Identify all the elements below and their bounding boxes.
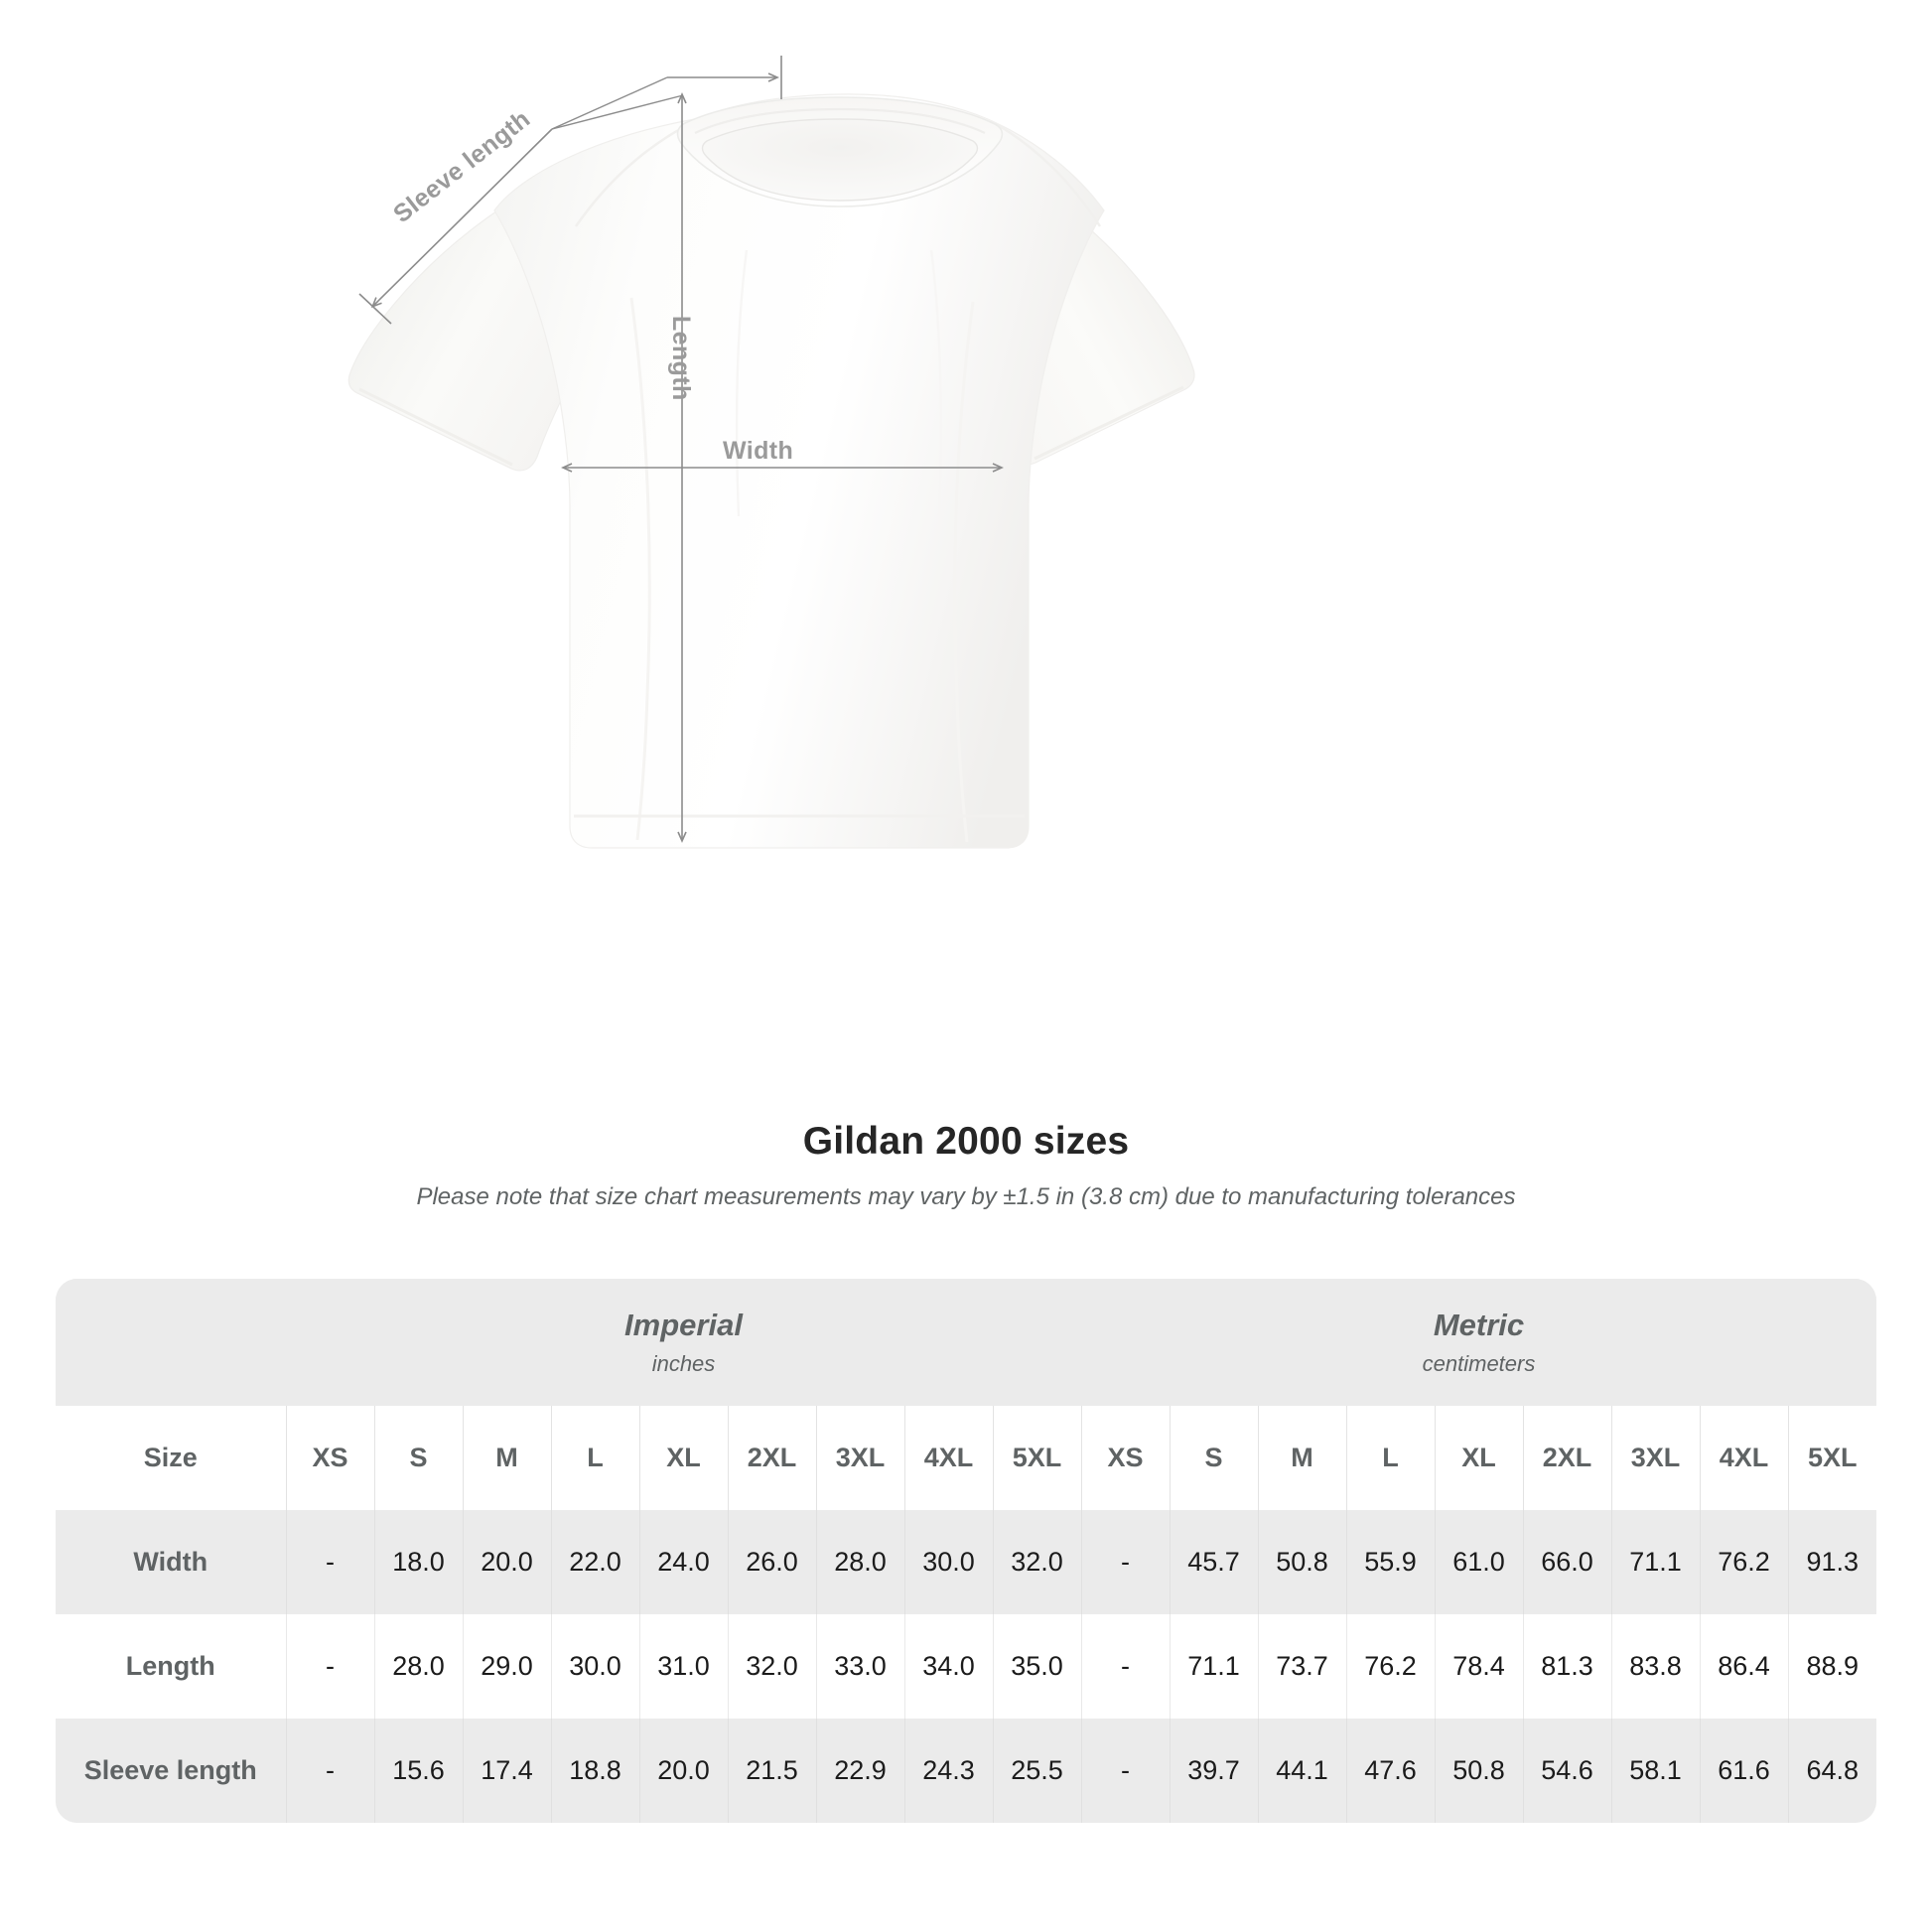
- cell-sleeve-imp-2: 17.4: [462, 1719, 551, 1823]
- cell-sleeve-imp-6: 22.9: [815, 1719, 904, 1823]
- cell-length-met-3: 76.2: [1345, 1614, 1435, 1719]
- cell-sleeve-met-5: 54.6: [1522, 1719, 1611, 1823]
- cell-sleeve-met-6: 58.1: [1610, 1719, 1700, 1823]
- page-title: Gildan 2000 sizes: [802, 1120, 1130, 1163]
- header-size-label: Size: [56, 1406, 286, 1510]
- header-size-met-0: XS: [1080, 1406, 1170, 1510]
- group-unit-imperial: inches: [651, 1350, 716, 1376]
- cell-sleeve-met-2: 44.1: [1257, 1719, 1346, 1823]
- row-label-sleeve-length: Sleeve length: [56, 1719, 286, 1823]
- cell-length-imp-2: 29.0: [462, 1614, 551, 1719]
- cell-length-met-4: 78.4: [1434, 1614, 1523, 1719]
- header-size-met-7: 4XL: [1699, 1406, 1788, 1510]
- cell-width-met-6: 71.1: [1610, 1510, 1700, 1614]
- cell-length-imp-0: -: [285, 1614, 374, 1719]
- cell-length-met-8: 88.9: [1787, 1614, 1876, 1719]
- cell-length-met-7: 86.4: [1699, 1614, 1788, 1719]
- cell-width-imp-5: 26.0: [727, 1510, 816, 1614]
- width-annotation-label: Width: [723, 437, 794, 465]
- cell-sleeve-imp-0: -: [285, 1719, 374, 1823]
- cell-width-met-3: 55.9: [1345, 1510, 1435, 1614]
- header-size-imp-4: XL: [638, 1406, 728, 1510]
- cell-sleeve-met-7: 61.6: [1699, 1719, 1788, 1823]
- header-size-met-5: 2XL: [1522, 1406, 1611, 1510]
- table-row: Sleeve length - 15.6 17.4 18.8 20.0 21.5…: [56, 1719, 1876, 1823]
- cell-sleeve-imp-1: 15.6: [373, 1719, 463, 1823]
- cell-sleeve-imp-5: 21.5: [727, 1719, 816, 1823]
- row-label-width: Width: [56, 1510, 286, 1614]
- cell-length-met-6: 83.8: [1610, 1614, 1700, 1719]
- cell-sleeve-met-1: 39.7: [1169, 1719, 1258, 1823]
- cell-length-met-2: 73.7: [1257, 1614, 1346, 1719]
- header-size-imp-7: 4XL: [903, 1406, 993, 1510]
- cell-width-imp-2: 20.0: [462, 1510, 551, 1614]
- header-size-met-6: 3XL: [1610, 1406, 1700, 1510]
- row-label-length: Length: [56, 1614, 286, 1719]
- cell-length-imp-6: 33.0: [815, 1614, 904, 1719]
- cell-sleeve-imp-7: 24.3: [903, 1719, 993, 1823]
- group-unit-metric: centimeters: [1422, 1350, 1536, 1376]
- header-size-imp-5: 2XL: [727, 1406, 816, 1510]
- header-size-met-3: L: [1345, 1406, 1435, 1510]
- group-header-spacer: [56, 1279, 286, 1406]
- tolerance-note: Please note that size chart measurements…: [416, 1183, 1516, 1210]
- cell-width-met-0: -: [1080, 1510, 1170, 1614]
- cell-length-imp-4: 31.0: [638, 1614, 728, 1719]
- cell-width-imp-1: 18.0: [373, 1510, 463, 1614]
- cell-width-met-1: 45.7: [1169, 1510, 1258, 1614]
- table-row: Length - 28.0 29.0 30.0 31.0 32.0 33.0 3…: [56, 1614, 1876, 1719]
- header-size-imp-2: M: [462, 1406, 551, 1510]
- cell-width-imp-8: 32.0: [992, 1510, 1081, 1614]
- cell-width-imp-6: 28.0: [815, 1510, 904, 1614]
- cell-width-met-4: 61.0: [1434, 1510, 1523, 1614]
- cell-width-imp-3: 22.0: [550, 1510, 639, 1614]
- cell-sleeve-imp-3: 18.8: [550, 1719, 639, 1823]
- cell-length-met-5: 81.3: [1522, 1614, 1611, 1719]
- title-block: Gildan 2000 sizes Please note that size …: [0, 1120, 1932, 1211]
- cell-sleeve-met-3: 47.6: [1345, 1719, 1435, 1823]
- group-name-imperial: Imperial: [624, 1308, 743, 1343]
- group-header-metric: Metric centimeters: [1081, 1279, 1876, 1406]
- tshirt-illustration: Sleeve length Length Width: [347, 56, 1195, 849]
- unit-group-header-row: Imperial inches Metric centimeters: [56, 1279, 1876, 1406]
- size-header-row: Size XS S M L XL 2XL 3XL 4XL 5XL XS S M …: [56, 1406, 1876, 1510]
- header-size-imp-0: XS: [285, 1406, 374, 1510]
- header-size-met-4: XL: [1434, 1406, 1523, 1510]
- group-header-imperial: Imperial inches: [286, 1279, 1081, 1406]
- cell-width-imp-4: 24.0: [638, 1510, 728, 1614]
- size-table-container: Imperial inches Metric centimeters Size …: [56, 1279, 1876, 1823]
- cell-width-met-2: 50.8: [1257, 1510, 1346, 1614]
- cell-length-imp-8: 35.0: [992, 1614, 1081, 1719]
- table-row: Width - 18.0 20.0 22.0 24.0 26.0 28.0 30…: [56, 1510, 1876, 1614]
- cell-width-met-8: 91.3: [1787, 1510, 1876, 1614]
- cell-length-imp-1: 28.0: [373, 1614, 463, 1719]
- header-size-imp-3: L: [550, 1406, 639, 1510]
- cell-sleeve-imp-4: 20.0: [638, 1719, 728, 1823]
- measurement-annotations: [358, 56, 1004, 843]
- cell-sleeve-imp-8: 25.5: [992, 1719, 1081, 1823]
- cell-length-imp-7: 34.0: [903, 1614, 993, 1719]
- length-annotation-label: Length: [667, 316, 695, 401]
- cell-width-met-7: 76.2: [1699, 1510, 1788, 1614]
- header-size-met-2: M: [1257, 1406, 1346, 1510]
- cell-sleeve-met-8: 64.8: [1787, 1719, 1876, 1823]
- cell-width-imp-0: -: [285, 1510, 374, 1614]
- cell-length-met-1: 71.1: [1169, 1614, 1258, 1719]
- cell-width-met-5: 66.0: [1522, 1510, 1611, 1614]
- header-size-imp-1: S: [373, 1406, 463, 1510]
- cell-length-imp-5: 32.0: [727, 1614, 816, 1719]
- group-name-metric: Metric: [1433, 1308, 1525, 1343]
- cell-sleeve-met-4: 50.8: [1434, 1719, 1523, 1823]
- cell-length-imp-3: 30.0: [550, 1614, 639, 1719]
- header-size-met-1: S: [1169, 1406, 1258, 1510]
- cell-width-imp-7: 30.0: [903, 1510, 993, 1614]
- header-size-imp-6: 3XL: [815, 1406, 904, 1510]
- header-size-met-8: 5XL: [1787, 1406, 1876, 1510]
- size-table: Imperial inches Metric centimeters Size …: [56, 1279, 1876, 1823]
- cell-length-met-0: -: [1080, 1614, 1170, 1719]
- cell-sleeve-met-0: -: [1080, 1719, 1170, 1823]
- header-size-imp-8: 5XL: [992, 1406, 1081, 1510]
